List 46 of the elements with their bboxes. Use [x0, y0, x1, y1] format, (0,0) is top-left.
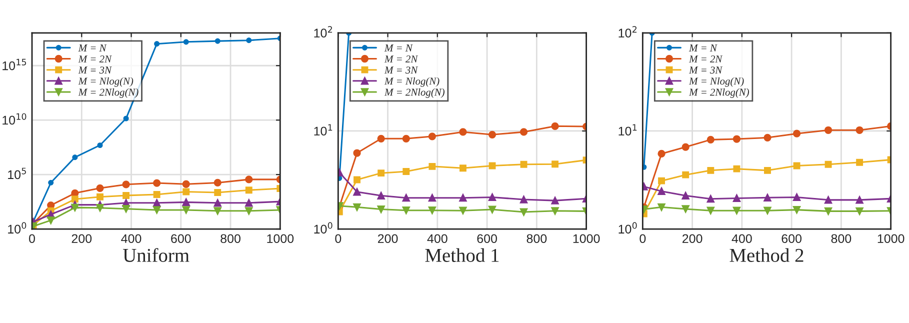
x-tick-label: 0	[640, 234, 646, 244]
x-tick-label: 400	[732, 234, 752, 244]
x-tick-label: 200	[378, 234, 398, 244]
y-tick-label: 10$^{1}$	[618, 124, 637, 136]
legend-label: M = N	[688, 44, 718, 52]
x-axis-title: Uniform	[123, 248, 190, 262]
legend-label: M = N	[384, 44, 413, 52]
legend-label: M = Nlog(N)	[78, 77, 134, 87]
legend-label: M = 2N	[78, 56, 112, 62]
x-tick-label: 600	[171, 234, 191, 244]
legend-label: M = 2N	[688, 56, 723, 62]
legend-label: M = 2N	[384, 56, 418, 62]
x-tick-label: 800	[831, 234, 852, 244]
legend-label: M = 3N	[688, 66, 723, 74]
y-tick-label: 10$^{5}$	[8, 168, 26, 180]
x-tick-label: 800	[526, 234, 547, 244]
y-tick-label: 10$^{10}$	[2, 113, 26, 125]
x-tick-label: 0	[29, 234, 35, 244]
x-tick-label: 400	[427, 234, 448, 244]
y-tick-label: 10$^{0}$	[8, 222, 26, 234]
x-axis-title: Method 2	[730, 248, 804, 262]
x-axis-title: Method 1	[425, 248, 499, 262]
y-tick-label: 10$^{2}$	[314, 26, 332, 38]
legend-label: M = 2Nlog(N)	[384, 88, 444, 98]
y-tick-label: 10$^{1}$	[314, 124, 332, 136]
legend-label: M = 2Nlog(N)	[688, 88, 749, 98]
legend-label: M = Nlog(N)	[384, 77, 440, 87]
y-tick-label: 10$^{2}$	[618, 26, 637, 38]
legend-label: M = 3N	[384, 66, 418, 74]
x-tick-label: 400	[121, 234, 142, 244]
x-tick-label: 1000	[267, 234, 294, 244]
legend-label: M = N	[78, 44, 107, 52]
legend-label: M = 3N	[78, 66, 112, 74]
y-tick-label: 10$^{0}$	[314, 222, 332, 234]
x-tick-label: 0	[335, 234, 342, 244]
x-tick-label: 600	[477, 234, 497, 244]
y-tick-label: 10$^{15}$	[2, 58, 26, 70]
x-tick-label: 800	[220, 234, 240, 244]
y-tick-label: 10$^{0}$	[618, 222, 637, 234]
x-tick-label: 200	[682, 234, 702, 244]
x-tick-label: 1000	[573, 234, 600, 244]
x-tick-label: 600	[782, 234, 802, 244]
legend-label: M = Nlog(N)	[688, 77, 744, 87]
x-tick-label: 200	[72, 234, 92, 244]
x-tick-label: 1000	[878, 234, 904, 244]
legend-label: M = 2Nlog(N)	[78, 88, 138, 98]
